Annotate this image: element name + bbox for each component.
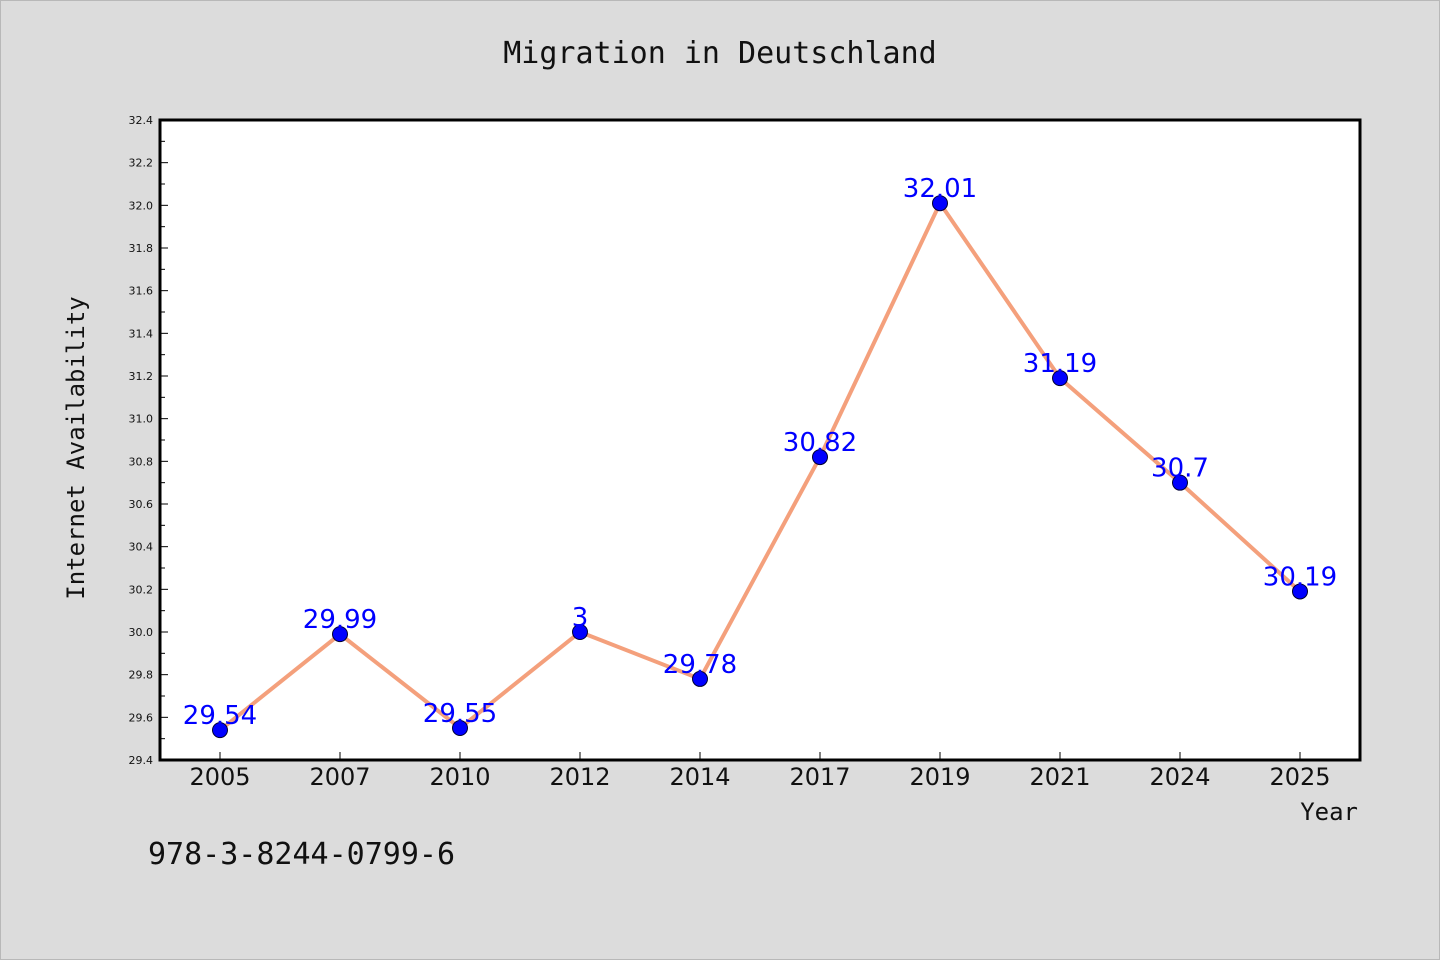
data-label: 30.7 [1151,454,1209,484]
data-label: 29.99 [303,605,377,635]
y-tick-label: 31.4 [129,327,154,340]
y-tick-label: 31.6 [129,285,154,298]
y-tick-label: 31.8 [129,242,154,255]
y-tick-label: 30.6 [129,498,154,511]
data-point [812,449,828,466]
data-point [332,626,348,643]
x-tick-label: 2012 [549,763,610,791]
x-axis-label: Year [1300,798,1358,826]
data-label: 29.54 [183,701,257,731]
data-point [572,624,588,640]
data-label: 30.82 [783,428,857,458]
y-tick-label: 30.2 [129,583,154,596]
chart-title: Migration in Deutschland [503,36,936,71]
data-label: 30.19 [1263,562,1337,592]
y-tick-label: 31.0 [129,413,154,426]
y-tick-label: 30.8 [129,455,154,468]
y-tick-label: 31.2 [129,370,154,383]
data-point [212,722,228,739]
data-point [452,720,468,736]
y-axis: 29.4 29.6 29.8 30.0 30.2 30.4 30.6 30.8 31.0 31.2… [129,114,168,767]
data-label: 29.55 [423,699,497,729]
x-tick-label: 2017 [789,763,850,791]
y-tick-label: 32.2 [129,157,154,170]
data-point [1172,474,1188,491]
x-tick-label: 2025 [1269,763,1330,791]
data-label: 32.01 [903,174,977,204]
x-tick-label: 2005 [189,763,250,791]
series-group [212,195,1308,739]
x-tick-label: 2024 [1149,763,1210,791]
y-tick-label: 30.0 [129,626,154,639]
data-label: 31.19 [1023,349,1097,379]
y-tick-label: 29.4 [129,754,154,767]
isbn-annotation: 978-3-8244-0799-6 [148,837,455,872]
data-point [932,195,948,212]
data-point [692,670,708,687]
plot-area [158,118,1362,762]
y-axis-label: Internet Availability [62,296,90,599]
series-line [218,201,1302,732]
x-axis: 2005 2007 2010 2012 2014 2017 2019 2021 2024 2025 [189,752,1331,791]
x-tick-label: 2010 [429,763,490,791]
x-tick-label: 2019 [909,763,970,791]
y-tick-label: 29.8 [129,669,154,682]
y-tick-label: 29.6 [129,711,154,724]
x-tick-label: 2007 [309,763,370,791]
data-labels: 29.54 29.99 29.55 3 29.78 30.82 32.01 31.19 30.7… [183,174,1337,731]
y-tick-label: 32.4 [129,114,154,127]
y-tick-label: 32.0 [129,199,154,212]
x-tick-label: 2021 [1029,763,1090,791]
y-tick-label: 30.4 [129,541,154,554]
data-label: 3 [572,603,589,633]
data-point [1052,370,1068,387]
x-tick-label: 2014 [669,763,730,791]
data-label: 29.78 [663,650,737,680]
data-point [1292,583,1308,600]
